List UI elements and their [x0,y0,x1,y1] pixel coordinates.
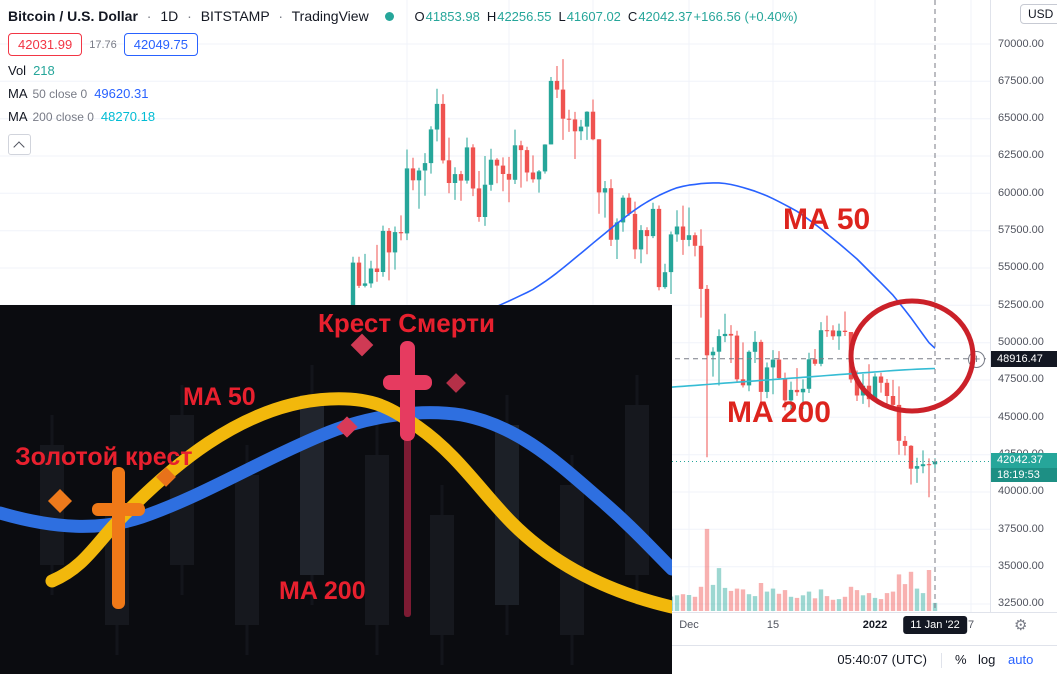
exchange-label: BITSTAMP [200,8,270,24]
time-axis-label: 2022 [862,619,888,631]
time-axis-label: Dec [679,619,699,631]
time-axis-label: 15 [766,619,780,631]
price-axis-label: 70000.00 [998,38,1044,50]
inset-golden-cross-label: Золотой крест [15,443,193,471]
price-axis-label: 67500.00 [998,75,1044,87]
inset-ma200-curve [0,406,672,576]
interval-label[interactable]: 1D [160,8,179,24]
time-axis-label: 7 [967,619,975,631]
annotation-death-cross-circle [848,298,976,414]
chevron-up-icon [13,141,25,153]
market-status-icon [384,12,394,21]
trade-panel: 42031.99 17.76 42049.75 [8,33,798,56]
price-axis-label: 65000.00 [998,112,1044,124]
axis-settings-gear-icon[interactable]: ⚙ [1014,617,1028,634]
price-axis-label: 40000.00 [998,485,1044,497]
change-readout: +166.56 (+0.40%) [693,9,798,24]
separator-dot: · [187,8,192,24]
inset-diagram-canvas [0,333,672,665]
ma200-indicator-row[interactable]: MA 200 close 0 48270.18 [8,109,156,124]
symbol-title-row: Bitcoin / U.S. Dollar · 1D · BITSTAMP · … [8,6,798,26]
price-axis[interactable]: 48916.47 42042.37 18:19:53 70000.00 67500… [990,0,1057,612]
auto-scale-button[interactable]: auto [1008,646,1033,674]
price-axis-label: 45000.00 [998,411,1044,423]
price-axis-label: 52500.00 [998,299,1044,311]
price-axis-label: 50000.00 [998,336,1044,348]
percent-scale-button[interactable]: % [955,646,967,674]
toolbar-divider [941,653,942,668]
volume-value: 218 [33,63,55,78]
axis-corner: ⚙ [990,612,1057,646]
brand-label: TradingView [291,8,369,24]
crosshair-price-label: 48916.47 [991,351,1057,367]
sell-button[interactable]: 42031.99 [8,33,83,56]
inset-education-image: Крест Смерти MA 50 Золотой крест MA 200 [0,305,672,674]
price-axis-label: 32500.00 [998,597,1044,609]
buy-button[interactable]: 42049.75 [123,33,198,56]
currency-toggle-button[interactable]: USD [1020,4,1057,24]
collapse-legend-button[interactable] [8,134,31,155]
inset-ma50-label: MA 50 [183,383,256,411]
ma200-value: 48270.18 [100,109,156,124]
price-axis-label: 55000.00 [998,261,1044,273]
chart-legend: Bitcoin / U.S. Dollar · 1D · BITSTAMP · … [8,6,798,155]
spread-value: 17.76 [89,38,117,51]
ohlc-readout: O41853.98 H42256.55 L41607.02 C42042.37+166… [414,9,798,24]
symbol-name[interactable]: Bitcoin / U.S. Dollar [8,8,138,24]
ma50-indicator-row[interactable]: MA 50 close 0 49620.31 [8,86,149,101]
bar-countdown-label: 18:19:53 [991,468,1057,482]
annotation-ma50-label: MA 50 [783,203,871,236]
golden-cross-icon [47,467,176,609]
log-scale-button[interactable]: log [978,646,995,674]
ma50-value: 49620.31 [94,86,149,101]
inset-death-cross-title: Крест Смерти [318,308,496,338]
separator-dot: · [146,8,152,24]
price-axis-label: 57500.00 [998,224,1044,236]
volume-indicator-row[interactable]: Vol 218 [8,63,55,78]
inset-ma200-label: MA 200 [279,577,366,605]
price-axis-label: 37500.00 [998,523,1044,535]
annotation-ma200-label: MA 200 [727,396,831,429]
price-axis-label: 60000.00 [998,187,1044,199]
price-axis-label: 35000.00 [998,560,1044,572]
separator-dot: · [278,8,283,24]
price-axis-label: 47500.00 [998,373,1044,385]
crosshair-date-label: 11 Jan '22 [903,616,967,634]
clock-timezone-button[interactable]: 05:40:07 (UTC) [837,652,927,667]
last-price-label: 42042.37 [991,453,1057,468]
price-axis-label: 62500.00 [998,149,1044,161]
